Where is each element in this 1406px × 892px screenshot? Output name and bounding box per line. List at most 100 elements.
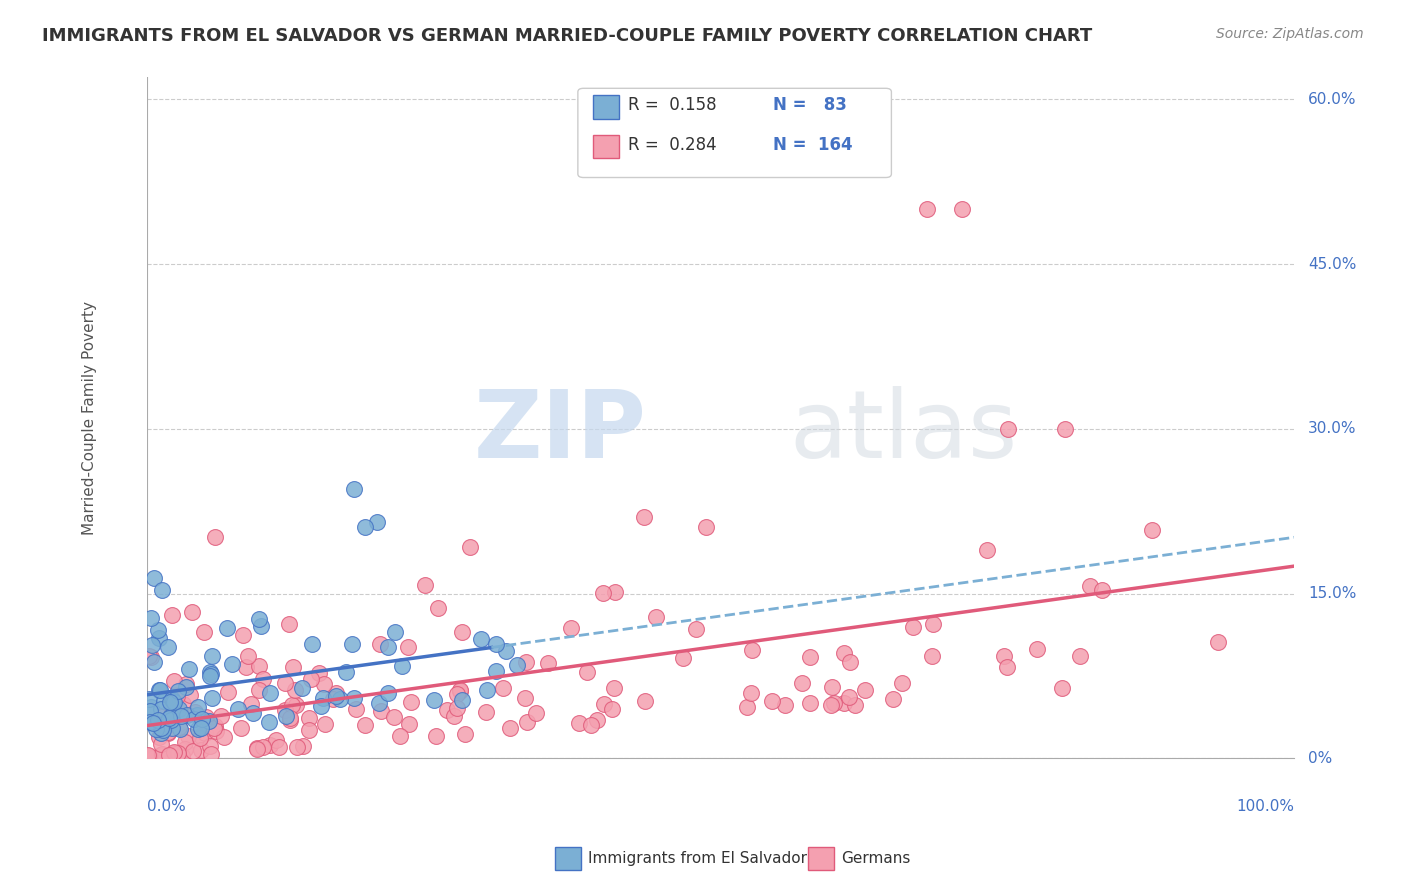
Germans — [217, 685, 239, 699]
Immigrants from El Salvador — [201, 690, 224, 705]
Germans — [173, 735, 195, 749]
Immigrants from El Salvador — [160, 714, 183, 728]
Germans — [150, 722, 173, 736]
Immigrants from El Salvador — [384, 624, 406, 639]
Immigrants from El Salvador — [162, 694, 184, 708]
Text: 0.0%: 0.0% — [148, 799, 186, 814]
Immigrants from El Salvador — [179, 662, 201, 676]
Germans — [160, 608, 183, 623]
Immigrants from El Salvador — [242, 706, 264, 721]
Immigrants from El Salvador — [148, 682, 170, 697]
Germans — [162, 746, 184, 760]
Germans — [157, 725, 180, 739]
Immigrants from El Salvador — [141, 699, 163, 714]
Germans — [1078, 579, 1101, 593]
Text: R =  0.284: R = 0.284 — [628, 136, 717, 154]
Immigrants from El Salvador — [138, 704, 160, 718]
Immigrants from El Salvador — [163, 695, 186, 709]
Germans — [821, 680, 844, 694]
Germans — [267, 739, 290, 754]
Germans — [993, 648, 1015, 663]
Germans — [605, 585, 627, 599]
Germans — [922, 616, 945, 631]
Germans — [454, 727, 477, 741]
Germans — [150, 747, 173, 761]
Germans — [180, 606, 202, 620]
Immigrants from El Salvador — [187, 722, 209, 736]
Germans — [633, 510, 655, 524]
Germans — [247, 658, 270, 673]
Germans — [1091, 582, 1114, 597]
Germans — [685, 622, 707, 636]
Immigrants from El Salvador — [257, 714, 280, 729]
Germans — [398, 717, 420, 731]
Germans — [163, 746, 186, 760]
Germans — [138, 750, 160, 764]
Immigrants from El Salvador — [174, 680, 197, 694]
Immigrants from El Salvador — [141, 638, 163, 652]
Germans — [382, 709, 405, 723]
Germans — [515, 655, 537, 669]
Germans — [832, 696, 855, 710]
Text: N =   83: N = 83 — [773, 96, 848, 114]
Germans — [160, 700, 183, 714]
Germans — [149, 737, 172, 751]
Germans — [921, 648, 943, 663]
Germans — [314, 717, 336, 731]
Text: 30.0%: 30.0% — [1308, 421, 1357, 436]
Germans — [436, 703, 458, 717]
Immigrants from El Salvador — [291, 681, 314, 695]
Immigrants from El Salvador — [451, 693, 474, 707]
Immigrants from El Salvador — [221, 657, 243, 671]
Germans — [278, 711, 301, 725]
Germans — [891, 676, 914, 690]
Germans — [298, 723, 321, 738]
Germans — [446, 687, 468, 701]
Germans — [229, 721, 252, 735]
Germans — [162, 701, 184, 715]
Germans — [236, 648, 259, 663]
Germans — [209, 708, 232, 723]
Germans — [901, 620, 924, 634]
Germans — [172, 748, 194, 763]
Immigrants from El Salvador — [142, 715, 165, 730]
Germans — [284, 698, 307, 712]
Immigrants from El Salvador — [423, 693, 446, 707]
Germans — [593, 697, 616, 711]
Immigrants from El Salvador — [198, 669, 221, 683]
Germans — [308, 665, 330, 680]
Germans — [388, 729, 411, 743]
Germans — [799, 649, 821, 664]
Germans — [138, 749, 160, 764]
Immigrants from El Salvador — [226, 702, 249, 716]
Germans — [634, 694, 657, 708]
Germans — [915, 202, 938, 217]
Germans — [446, 701, 468, 715]
Text: 45.0%: 45.0% — [1308, 257, 1357, 272]
Immigrants from El Salvador — [354, 520, 377, 534]
Germans — [1053, 422, 1076, 436]
Immigrants from El Salvador — [377, 686, 399, 700]
Germans — [354, 717, 377, 731]
Germans — [443, 708, 465, 723]
Immigrants from El Salvador — [167, 702, 190, 716]
Germans — [200, 747, 222, 762]
Germans — [280, 698, 302, 712]
Immigrants from El Salvador — [138, 692, 160, 706]
Germans — [790, 676, 813, 690]
Immigrants from El Salvador — [142, 571, 165, 585]
Germans — [368, 637, 391, 651]
Germans — [165, 688, 187, 702]
Germans — [976, 543, 998, 558]
Immigrants from El Salvador — [146, 623, 169, 637]
Immigrants from El Salvador — [309, 698, 332, 713]
Immigrants from El Salvador — [198, 665, 221, 679]
Immigrants from El Salvador — [152, 694, 174, 708]
Immigrants from El Salvador — [156, 640, 179, 654]
Immigrants from El Salvador — [215, 621, 238, 635]
Germans — [179, 689, 201, 703]
Germans — [853, 683, 876, 698]
Immigrants from El Salvador — [250, 619, 273, 633]
Germans — [644, 609, 666, 624]
Immigrants from El Salvador — [186, 708, 208, 723]
